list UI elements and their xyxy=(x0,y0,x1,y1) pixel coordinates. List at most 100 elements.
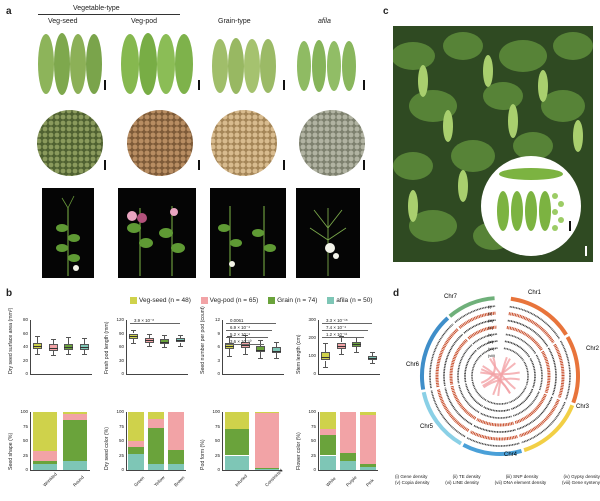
density-ring-1 xyxy=(509,305,561,340)
box-afila xyxy=(79,343,89,350)
box-cap-lower xyxy=(338,354,344,355)
legend-veg-seed: Veg-seed (n = 48) xyxy=(139,297,191,305)
bar-segment-veg-seed xyxy=(360,412,376,415)
x-axis-line xyxy=(222,412,282,471)
legend-ring-vii: (vii) DNA element density xyxy=(494,480,547,485)
density-ring-1 xyxy=(454,305,496,323)
y-tick-label: 200 xyxy=(308,335,316,340)
box-cap-upper xyxy=(146,334,152,336)
box-median xyxy=(160,341,170,343)
density-ring-5 xyxy=(512,391,540,417)
density-ring-4 xyxy=(506,325,543,351)
box-whisker-lower xyxy=(325,360,327,367)
density-ring-7 xyxy=(508,386,527,404)
y-tick-label: 0 xyxy=(217,467,220,472)
chart-seed-number: Seed number per pod (count) 0 3 6 9 12 0.0061 6… xyxy=(192,306,292,392)
box-cap-lower xyxy=(177,346,183,347)
chromosome-arc-6 xyxy=(420,316,450,390)
x-category-label: Infurled xyxy=(234,473,249,488)
box-cap-lower xyxy=(146,346,152,347)
box-whisker-upper xyxy=(83,338,85,344)
box-veg-seed xyxy=(321,352,331,361)
density-ring-1 xyxy=(430,390,466,438)
ring-label: (vi) xyxy=(488,340,494,344)
x-axis-line xyxy=(222,320,284,375)
box-whisker-upper xyxy=(68,336,70,345)
box-cap-upper xyxy=(35,336,41,337)
bar-segment-veg-seed xyxy=(255,412,279,414)
y-tick-label: 9 xyxy=(217,330,220,336)
bar-segment-afila xyxy=(33,464,57,470)
density-ring-7 xyxy=(486,399,508,405)
box-median xyxy=(33,345,43,347)
bar-segment-veg-pod xyxy=(148,418,164,429)
x-axis-line xyxy=(126,412,186,471)
y-tick-label: 0 xyxy=(121,371,124,376)
bar-segment-veg-pod xyxy=(320,429,336,436)
y-tick-label: 0 xyxy=(25,467,28,472)
box-median xyxy=(271,350,281,352)
density-ring-5 xyxy=(479,412,512,419)
density-ring-7 xyxy=(503,347,525,362)
box-cap-lower xyxy=(131,343,137,345)
y-tick-label: 30 xyxy=(118,357,124,363)
box-whisker-lower xyxy=(275,353,277,359)
box-median xyxy=(367,357,377,359)
bar-segment-afila xyxy=(168,464,184,470)
bar-segment-veg-seed xyxy=(320,412,336,430)
pods-row xyxy=(38,33,365,95)
p-value-bracket xyxy=(226,330,272,331)
pea-field-photo xyxy=(393,26,593,262)
bar-segment-veg-pod xyxy=(255,413,279,468)
x-axis-line xyxy=(318,320,380,375)
chromosome-arc-7 xyxy=(448,296,495,318)
density-ring-4 xyxy=(541,350,551,394)
bar-segment-afila xyxy=(128,453,144,470)
bar-segment-afila xyxy=(148,464,164,470)
y-axis-label: Dry seed surface area (mm²) xyxy=(8,307,14,374)
box-cap-upper xyxy=(273,341,279,343)
density-ring-2 xyxy=(458,311,496,329)
chromosome-label-6: Chr6 xyxy=(406,362,420,368)
chromosome-arc-3 xyxy=(523,404,575,453)
box-cap-upper xyxy=(81,338,87,340)
box-whisker-upper xyxy=(325,342,327,353)
density-ring-4 xyxy=(476,417,514,427)
density-ring-6 xyxy=(483,406,510,412)
bar-segment-grain xyxy=(225,429,249,456)
y-tick-label: 120 xyxy=(116,317,124,322)
y-tick-label: 300 xyxy=(308,317,316,322)
chart-stem-length: Stem length (cm) 0 100 200 300 3.3 × 10⁻¹⁸ 7.4… xyxy=(288,312,388,392)
box-cap-lower xyxy=(162,347,168,348)
x-category-label: Green xyxy=(133,475,146,488)
box-whisker-lower xyxy=(244,347,246,354)
box-cap-lower xyxy=(258,358,264,360)
y-tick-label: 100 xyxy=(308,353,316,358)
bar-segment-grain xyxy=(128,446,144,454)
density-ring-6 xyxy=(476,340,498,350)
density-ring-5 xyxy=(505,333,537,355)
chromosome-arc-5 xyxy=(421,391,463,446)
bar-segment-veg-seed xyxy=(225,412,249,430)
bar-segment-veg-pod xyxy=(33,450,57,462)
density-ring-1 xyxy=(559,340,571,401)
x-axis-line xyxy=(30,412,90,471)
y-tick-label: 100 xyxy=(116,409,124,414)
legend-ring-viii: (viii) Gene synteny xyxy=(561,480,600,485)
density-ring-6 xyxy=(504,340,531,358)
chromosome-arc-4 xyxy=(462,443,523,456)
y-tick-label: 6 xyxy=(217,344,220,349)
box-whisker-upper xyxy=(244,335,246,342)
y-tick-label: 25 xyxy=(310,452,316,458)
bar-segment-afila xyxy=(360,467,376,470)
chart-seed-color: Dry seed color (%) 0 25 50 75 100 Green Yellow B… xyxy=(96,404,196,494)
box-whisker-lower xyxy=(371,359,373,364)
density-ring-3 xyxy=(473,424,516,433)
box-cap-upper xyxy=(242,335,248,337)
panel-a-letter: a xyxy=(6,6,12,17)
y-tick-label: 100 xyxy=(212,409,220,414)
bar-segment-grain xyxy=(360,464,376,468)
box-whisker-upper xyxy=(340,336,342,343)
legend-afila: afila (n = 50) xyxy=(336,297,373,305)
bar-segment-grain xyxy=(255,467,279,469)
